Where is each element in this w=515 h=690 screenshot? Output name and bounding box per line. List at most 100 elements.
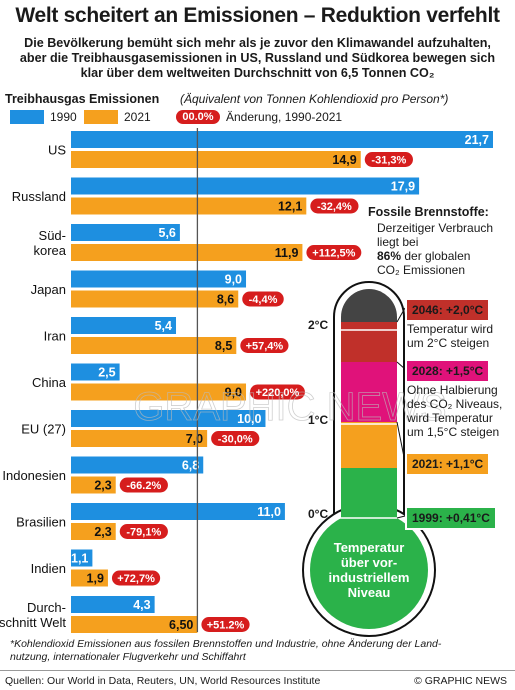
footnote-line-1: *Kohlendioxid Emissionen aus fossilen Br…	[10, 638, 442, 650]
change-label-0: -31,3%	[371, 155, 406, 167]
bulb-line-2: über vor-	[340, 555, 398, 570]
value-label-2021-6: 7,0	[186, 432, 203, 446]
thermo-connector-2	[396, 421, 406, 463]
thermometer	[302, 281, 436, 637]
value-label-1990-8: 11,0	[257, 505, 281, 519]
subtitle-line-2: aber die Treibhausgasemissionen in US, R…	[19, 51, 496, 65]
chart-title: Treibhausgas Emissionen	[5, 92, 160, 106]
subtitle-line-3: klar über dem weltweiten Durchschnitt vo…	[80, 66, 435, 80]
change-label-7: -66.2%	[126, 480, 161, 492]
value-label-1990-6: 10,0	[237, 412, 261, 426]
thermo-connector-0	[396, 307, 406, 323]
footnote: *Kohlendioxid Emissionen aus fossilen Br…	[10, 638, 510, 664]
chart-subtitle: (Äquivalent von Tonnen Kohlendioxid pro …	[180, 92, 449, 106]
bar-1990-5	[71, 363, 120, 381]
category-label-2-1: korea	[33, 243, 66, 258]
bar-chart: US 21,7 14,9 -31,3% Russland 17,9 12,1 -32,4% Sü…	[0, 128, 493, 633]
footer-divider	[0, 670, 515, 671]
category-label-5: China	[32, 375, 67, 390]
temp-desc-2028-2: des CO₂ Niveaus,	[407, 397, 503, 411]
thermo-band-2046	[341, 322, 397, 362]
change-badge-5	[250, 384, 305, 400]
value-label-2021-7: 2,3	[94, 479, 111, 493]
scale-label-0c: 0°C	[308, 507, 329, 521]
temp-desc-2028-3: wird Temperatur	[407, 411, 493, 425]
bulb-line-1: Temperatur	[333, 540, 405, 555]
category-label-10-1: schnitt Welt	[0, 615, 66, 630]
category-label-3: Japan	[31, 282, 66, 297]
change-badge-4	[240, 338, 289, 353]
fossil-pct: 86%	[377, 249, 402, 263]
fossil-line-3-text: der globalen	[401, 249, 471, 263]
category-label-0: US	[48, 143, 66, 158]
sources: Quellen: Our World in Data, Reuters, UN,…	[5, 675, 321, 687]
legend-swatch-2021	[84, 110, 118, 124]
value-label-2021-4: 8,5	[215, 339, 232, 353]
bar-2021-8	[71, 523, 116, 540]
subtitle-line-1: Die Bevölkerung bemüht sich mehr als je …	[24, 36, 491, 50]
bar-2021-0	[71, 151, 361, 168]
value-label-1990-3: 9,0	[225, 273, 242, 287]
value-label-1990-9: 1,1	[71, 552, 88, 566]
change-label-3: -4,4%	[249, 294, 278, 306]
temp-box-2021: 2021: +1,1°C	[405, 452, 491, 476]
legend-swatch-1990	[10, 110, 44, 124]
watermark: GRAPHIC NEWS	[133, 385, 446, 429]
bar-1990-1	[71, 177, 420, 195]
value-label-2021-1: 12,1	[278, 200, 302, 214]
credit: © GRAPHIC NEWS	[414, 675, 507, 687]
bar-2021-2	[71, 244, 303, 261]
change-label-6: -30,0%	[218, 434, 253, 446]
bar-1990-9	[71, 549, 93, 567]
fossil-line-1: Derzeitiger Verbrauch	[377, 221, 494, 235]
page-title: Welt scheitert an Emissionen – Reduktion…	[15, 4, 500, 27]
category-label-2-0: Süd-	[39, 228, 66, 243]
value-label-2021-8: 2,3	[94, 525, 111, 539]
category-label-9: Indien	[31, 561, 66, 576]
value-label-2021-9: 1,9	[87, 572, 104, 586]
bar-1990-8	[71, 503, 285, 520]
change-badge-1	[310, 198, 359, 214]
legend-change-badge: 00.0%	[176, 110, 220, 124]
change-badge-2	[306, 245, 362, 260]
thermo-connector-1	[396, 361, 406, 370]
value-label-2021-2: 11,9	[275, 246, 299, 260]
bar-1990-6	[71, 410, 266, 427]
change-label-5: +220,0%	[256, 387, 300, 399]
change-badge-9	[111, 570, 161, 586]
legend-label-2021: 2021	[124, 110, 151, 124]
bulb-line-4: Niveau	[347, 585, 391, 600]
value-label-1990-5: 2,5	[98, 366, 115, 380]
temp-box-2028: 2028: +1,5°C	[405, 359, 491, 383]
temp-desc-2028-4: um 1,5°C steigen	[407, 425, 500, 439]
fossil-title: Fossile Brennstoffe:	[368, 205, 489, 219]
bar-1990-3	[71, 270, 247, 288]
bar-1990-4	[71, 317, 177, 334]
category-label-7: Indonesien	[2, 468, 66, 483]
value-label-1990-2: 5,6	[159, 226, 176, 240]
scale-label-2c: 2°C	[308, 318, 329, 332]
value-label-1990-1: 17,9	[391, 180, 415, 194]
value-label-1990-0: 21,7	[465, 133, 489, 147]
legend-change-label: Änderung, 1990-2021	[226, 110, 343, 124]
bar-1990-7	[71, 456, 204, 474]
change-label-10: +51.2%	[207, 620, 245, 632]
bulb-line-3: industriellem	[328, 570, 410, 585]
bar-2021-7	[71, 476, 116, 494]
category-label-6: EU (27)	[21, 422, 66, 437]
bar-1990-0	[71, 131, 493, 148]
category-label-4: Iran	[44, 329, 66, 344]
thermo-band-2021	[341, 422, 397, 468]
temp-box-1999: 1999: +0,41°C	[405, 506, 497, 530]
temp-desc-2046-2: um 2°C steigen	[407, 336, 490, 350]
change-label-1: -32,4%	[317, 201, 352, 213]
category-label-8: Brasilien	[16, 515, 66, 530]
bar-2021-9	[71, 569, 108, 587]
category-label-1: Russland	[12, 189, 66, 204]
bar-2021-5	[71, 383, 247, 401]
thermo-connector-3	[396, 515, 406, 519]
fossil-line-3: 86% der globalen	[377, 249, 470, 263]
change-badge-10	[201, 617, 250, 632]
thermo-bulb-fill	[310, 511, 428, 629]
